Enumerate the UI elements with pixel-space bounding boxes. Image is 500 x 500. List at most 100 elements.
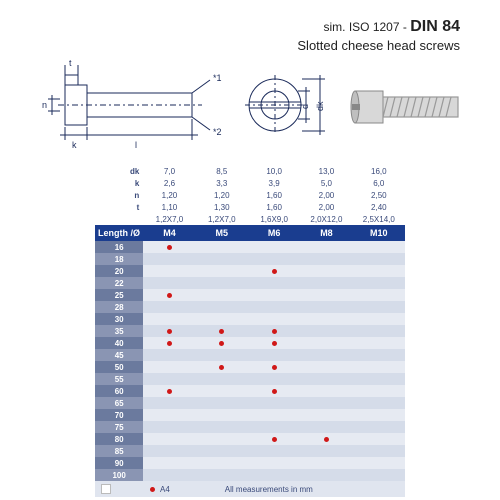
availability-cell — [300, 433, 352, 445]
spec-row: k2,63,33,95,06,0 — [95, 177, 405, 189]
availability-cell — [300, 277, 352, 289]
availability-dot-icon — [167, 389, 172, 394]
length-row: 18 — [95, 253, 405, 265]
availability-cell — [300, 265, 352, 277]
availability-cell — [143, 337, 195, 349]
availability-cell — [300, 253, 352, 265]
availability-cell — [248, 349, 300, 361]
spec-value: 3,9 — [248, 177, 300, 189]
availability-cell — [248, 469, 300, 481]
spec-row: dk7,08,510,013,016,0 — [95, 165, 405, 177]
standard-main: DIN 84 — [410, 18, 460, 35]
spec-value: 1,6X9,0 — [248, 213, 300, 225]
availability-cell — [300, 445, 352, 457]
dim-label-t: t — [69, 58, 72, 68]
availability-cell — [248, 373, 300, 385]
availability-cell — [353, 469, 405, 481]
availability-cell — [196, 421, 248, 433]
availability-cell — [248, 361, 300, 373]
length-label: 90 — [95, 457, 143, 469]
length-label: 45 — [95, 349, 143, 361]
availability-cell — [353, 337, 405, 349]
availability-cell — [353, 373, 405, 385]
length-row: 100 — [95, 469, 405, 481]
spec-value: 1,2X7,0 — [196, 213, 248, 225]
length-label: 25 — [95, 289, 143, 301]
spec-value: 1,20 — [196, 189, 248, 201]
length-label: 30 — [95, 313, 143, 325]
availability-cell — [300, 397, 352, 409]
availability-cell — [300, 349, 352, 361]
spec-value: 2,0X12,0 — [300, 213, 352, 225]
length-row: 45 — [95, 349, 405, 361]
legend-square-icon — [101, 484, 111, 494]
availability-cell — [143, 385, 195, 397]
availability-cell — [248, 409, 300, 421]
availability-cell — [196, 265, 248, 277]
length-label: 55 — [95, 373, 143, 385]
availability-cell — [353, 421, 405, 433]
length-row: 80 — [95, 433, 405, 445]
spec-label: dk — [95, 165, 143, 177]
spec-value: 7,0 — [143, 165, 195, 177]
availability-cell — [196, 301, 248, 313]
availability-cell — [353, 265, 405, 277]
availability-cell — [300, 337, 352, 349]
availability-cell — [143, 445, 195, 457]
availability-cell — [196, 325, 248, 337]
availability-cell — [196, 313, 248, 325]
spec-value: 2,40 — [353, 201, 405, 213]
length-label: 60 — [95, 385, 143, 397]
availability-cell — [300, 313, 352, 325]
availability-cell — [143, 265, 195, 277]
legend-dot-icon — [150, 487, 155, 492]
spec-value: 1,2X7,0 — [143, 213, 195, 225]
availability-cell — [248, 301, 300, 313]
availability-cell — [143, 409, 195, 421]
availability-cell — [143, 457, 195, 469]
spec-value: 2,00 — [300, 189, 352, 201]
length-label: 16 — [95, 241, 143, 253]
length-label: 85 — [95, 445, 143, 457]
standard-prefix: sim. ISO 1207 — [324, 20, 400, 34]
length-label: 65 — [95, 397, 143, 409]
spec-value: 1,20 — [143, 189, 195, 201]
availability-cell — [143, 361, 195, 373]
availability-cell — [196, 277, 248, 289]
spec-table: dk7,08,510,013,016,0k2,63,33,95,06,0n1,2… — [95, 165, 405, 497]
availability-cell — [300, 469, 352, 481]
spec-value: 2,5X14,0 — [353, 213, 405, 225]
availability-cell — [353, 361, 405, 373]
availability-cell — [248, 421, 300, 433]
length-label: 50 — [95, 361, 143, 373]
availability-cell — [143, 433, 195, 445]
spec-value: 5,0 — [300, 177, 352, 189]
availability-cell — [353, 289, 405, 301]
dim-label-k: k — [72, 140, 77, 150]
legend-note: All measurements in mm — [225, 485, 313, 494]
availability-cell — [300, 421, 352, 433]
availability-cell — [196, 445, 248, 457]
availability-dot-icon — [324, 437, 329, 442]
availability-dot-icon — [272, 329, 277, 334]
spec-value: 1,30 — [196, 201, 248, 213]
dim-label-l: l — [135, 140, 137, 150]
availability-cell — [248, 277, 300, 289]
dim-label-d: d — [300, 104, 310, 109]
page-header: sim. ISO 1207 - DIN 84 Slotted cheese he… — [297, 18, 460, 53]
availability-cell — [248, 445, 300, 457]
length-row: 85 — [95, 445, 405, 457]
spec-value: 1,60 — [248, 201, 300, 213]
length-label: 35 — [95, 325, 143, 337]
spec-value: 2,00 — [300, 201, 352, 213]
availability-cell — [300, 361, 352, 373]
availability-cell — [143, 325, 195, 337]
availability-cell — [143, 469, 195, 481]
subtitle: Slotted cheese head screws — [297, 38, 460, 53]
availability-cell — [196, 385, 248, 397]
length-row: 65 — [95, 397, 405, 409]
availability-cell — [196, 349, 248, 361]
dim-label-dk: dk — [315, 101, 325, 111]
length-row: 30 — [95, 313, 405, 325]
length-row: 70 — [95, 409, 405, 421]
